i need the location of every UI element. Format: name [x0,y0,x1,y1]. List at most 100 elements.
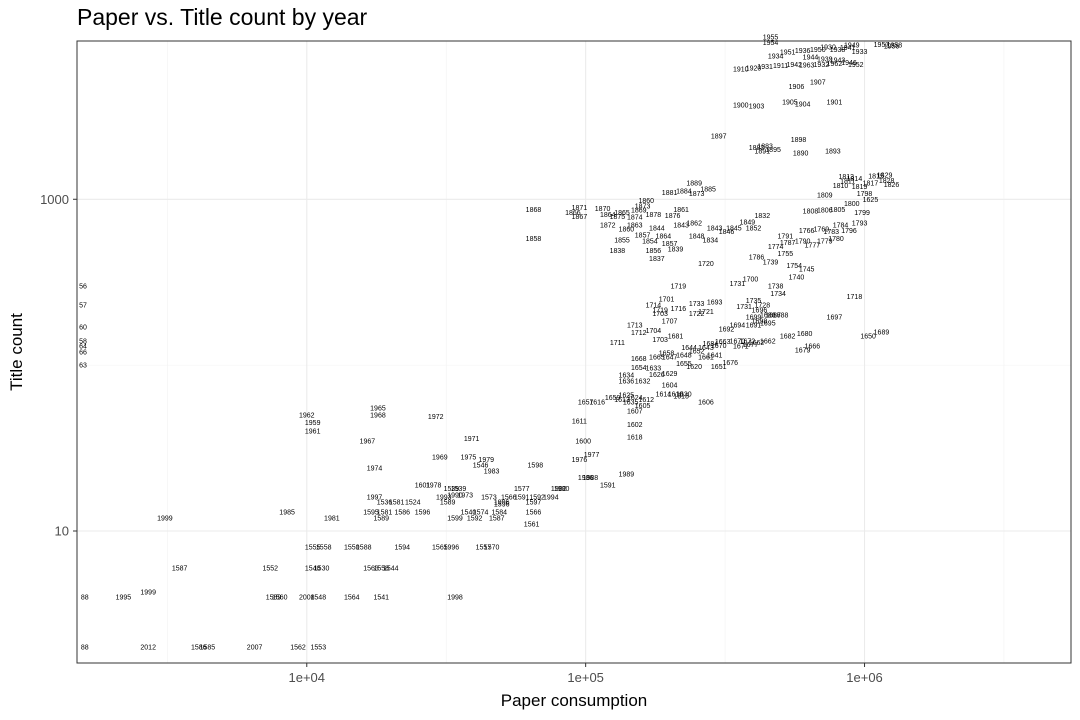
data-point-label: 1707 [662,318,678,325]
data-point-label: 1832 [755,213,771,220]
data-point-label: 1993 [436,495,452,502]
data-point-label: 1959 [305,420,321,427]
x-axis-title: Paper consumption [501,691,647,710]
data-point-label: 1870 [595,206,611,213]
data-point-label: 1806 [817,208,833,215]
data-point-label: 1882 [749,145,765,152]
data-point-label: 1905 [782,100,798,107]
data-point-label: 2008 [299,594,315,601]
data-point-label: 1876 [665,213,681,220]
data-point-label: 1596 [494,502,510,509]
data-point-label: 64 [79,344,87,351]
data-point-label: 1810 [833,183,849,190]
data-point-label: 1625 [619,393,635,400]
data-point-label: 1817 [863,181,879,188]
data-point-label: 88 [81,594,89,601]
data-point-label: 1620 [686,364,702,371]
data-point-label: 1592 [529,495,545,502]
data-point-label: 1890 [793,151,809,158]
data-point-label: 1546 [473,462,489,469]
data-point-label: 1965 [370,406,386,413]
data-point-label: 1958 [887,43,903,50]
data-point-label: 1634 [619,373,635,380]
data-point-label: 1613 [614,397,630,404]
data-point-label: 1944 [803,55,819,62]
data-point-label: 1654 [631,365,647,372]
data-point-label: 1872 [600,222,616,229]
data-point-label: 1942 [787,62,803,69]
data-point-label: 1865 [614,210,630,217]
data-point-label: 63 [79,363,87,370]
data-point-label: 1630 [676,391,692,398]
data-point-label: 1544 [383,565,399,572]
data-point-label: 1982 [551,486,567,493]
data-point-label: 1941 [840,45,856,52]
data-point-label: 1783 [824,229,840,236]
x-tick-label: 1e+06 [846,670,883,685]
data-point-label: 1976 [572,457,588,464]
data-point-label: 1997 [367,495,383,502]
data-point-label: 1873 [635,204,651,211]
data-point-label: 1774 [768,244,784,251]
data-point-label: 1591 [514,495,530,502]
data-point-label: 1988 [583,475,599,482]
data-point-label: 1903 [749,104,765,111]
data-point-label: 1536 [377,499,393,506]
data-point-label: 1779 [817,239,833,246]
data-point-label: 1978 [426,482,442,489]
data-point-label: 1659 [605,395,621,402]
data-point-label: 1540 [305,565,321,572]
data-point-label: 1558 [373,565,389,572]
data-point-label: 66 [79,350,87,357]
data-point-label: 1581 [377,510,393,517]
data-point-label: 1796 [841,228,857,235]
y-axis-title: Title count [7,313,26,391]
data-point-label: 1985 [279,510,295,517]
data-point-label: 1950 [810,47,826,54]
data-point-label: 1566 [526,510,542,517]
data-point-label: 1684 [703,341,719,348]
data-point-label: 1668 [631,356,647,363]
data-point-label: 1901 [827,100,843,107]
data-point-label: 1891 [755,149,771,156]
data-point-label: 1735 [746,298,762,305]
data-point-label: 1586 [394,510,410,517]
data-point-label: 1692 [719,327,735,334]
data-point-label: 1955 [763,35,779,42]
data-point-label: 1800 [844,201,860,208]
data-point-label: 1635 [623,399,639,406]
data-point-label: 1938 [830,47,846,54]
data-point-label: 1615 [673,394,689,401]
data-point-label: 1701 [659,297,675,304]
data-point-label: 1564 [344,594,360,601]
data-point-label: 1786 [749,254,765,261]
data-point-label: 1954 [763,40,779,47]
data-point-label: 1930 [820,44,836,51]
data-point-label: 1721 [698,309,714,316]
data-point-label: 58 [79,338,87,345]
data-point-label: 1963 [799,62,815,69]
data-point-label: 1703 [652,337,668,344]
data-point-label: 1698 [752,318,768,325]
data-point-label: 1688 [773,313,789,320]
data-point-label: 1728 [755,303,771,310]
data-point-label: 1704 [646,328,662,335]
data-point-label: 1838 [610,248,626,255]
data-point-label: 1553 [311,644,327,651]
data-point-label: 1539 [451,486,467,493]
data-point-label: 1587 [172,565,188,572]
data-point-label: 1722 [689,311,705,318]
data-point-label: 1694 [730,322,746,329]
data-point-label: 1898 [791,137,807,144]
data-point-label: 1733 [689,301,705,308]
data-point-label: 1766 [799,228,815,235]
data-point-label: 1895 [765,147,781,154]
data-point-label: 1588 [356,545,372,552]
data-point-label: 1632 [635,379,651,386]
data-point-label: 1594 [394,545,410,552]
data-point-label: 1809 [817,193,833,200]
data-point-label: 1874 [627,215,643,222]
data-point-label: 1530 [314,565,330,572]
data-point-label: 1574 [473,510,489,517]
